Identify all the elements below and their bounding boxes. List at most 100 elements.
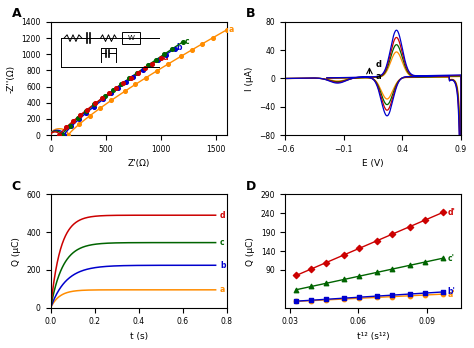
Point [99, 95, 106, 101]
Y-axis label: I (μA): I (μA) [245, 66, 254, 91]
Text: c': c' [447, 254, 454, 263]
Point [148, 61, 156, 66]
Point [292, 272, 300, 278]
Point [439, 210, 447, 215]
Point [153, 68, 161, 74]
Point [101, 94, 109, 99]
Text: a: a [220, 285, 225, 294]
Point [117, 81, 125, 87]
Point [160, 52, 168, 57]
Point [406, 293, 414, 299]
Point [421, 290, 428, 296]
Point [154, 57, 162, 63]
Point [91, 102, 98, 107]
Point [439, 289, 447, 295]
Point [162, 52, 169, 58]
Text: d: d [162, 53, 168, 62]
Point [356, 274, 363, 279]
X-axis label: E (V): E (V) [362, 159, 384, 168]
Point [406, 224, 414, 229]
Point [340, 295, 348, 301]
Point [121, 89, 128, 94]
Text: d: d [220, 211, 226, 220]
Point [308, 284, 315, 289]
Point [152, 57, 160, 63]
Point [406, 262, 414, 268]
Point [108, 98, 115, 103]
Point [132, 82, 139, 87]
Text: a: a [228, 24, 234, 33]
Point [322, 280, 330, 286]
Point [292, 298, 300, 304]
Point [75, 122, 83, 127]
Point [55, 132, 63, 138]
Point [171, 46, 179, 51]
Point [97, 105, 104, 111]
Point [373, 295, 381, 300]
Point [82, 110, 90, 116]
Point [63, 125, 70, 130]
Point [66, 123, 73, 128]
Point [130, 74, 137, 80]
Text: a': a' [447, 290, 455, 299]
Point [177, 54, 185, 59]
Y-axis label: -Z''(Ω): -Z''(Ω) [7, 64, 16, 93]
Point [188, 47, 195, 53]
Point [373, 293, 381, 299]
Text: C: C [12, 180, 21, 193]
Point [128, 75, 135, 80]
Text: d': d' [447, 208, 455, 217]
Point [60, 132, 68, 138]
Point [308, 298, 315, 303]
Text: a: a [375, 72, 381, 81]
Point [58, 132, 65, 138]
Point [356, 295, 363, 301]
Point [421, 259, 428, 265]
Text: D: D [246, 180, 256, 193]
Point [421, 292, 428, 298]
Point [76, 112, 84, 118]
Point [119, 81, 127, 86]
Point [356, 246, 363, 251]
Point [86, 113, 93, 119]
Text: c: c [184, 37, 189, 46]
Point [340, 252, 348, 258]
Point [223, 27, 230, 33]
Point [340, 277, 348, 282]
Point [322, 297, 330, 303]
Point [373, 238, 381, 244]
Point [388, 292, 396, 298]
Point [308, 266, 315, 272]
Point [82, 108, 90, 114]
Point [135, 70, 142, 76]
Point [69, 118, 77, 124]
Point [100, 96, 107, 102]
Point [373, 270, 381, 275]
Point [142, 75, 150, 80]
Point [139, 68, 146, 73]
Point [169, 46, 176, 52]
Point [141, 65, 149, 71]
X-axis label: t¹² (s¹²): t¹² (s¹²) [356, 332, 389, 341]
Point [340, 296, 348, 302]
Point [406, 291, 414, 297]
Text: b: b [220, 261, 226, 270]
Point [199, 41, 206, 47]
Point [308, 298, 315, 303]
Point [322, 296, 330, 302]
Y-axis label: Q (μC): Q (μC) [246, 237, 255, 266]
Point [126, 76, 133, 81]
Point [292, 299, 300, 304]
Point [74, 115, 82, 121]
Point [179, 39, 186, 45]
X-axis label: t (s): t (s) [129, 332, 148, 341]
Point [388, 231, 396, 237]
Point [112, 86, 120, 91]
Point [90, 104, 98, 109]
Point [439, 255, 447, 261]
X-axis label: Z'(Ω): Z'(Ω) [128, 159, 150, 168]
Text: b': b' [447, 287, 455, 296]
Y-axis label: Q (μC): Q (μC) [12, 237, 21, 266]
Point [164, 62, 171, 67]
Point [356, 294, 363, 300]
